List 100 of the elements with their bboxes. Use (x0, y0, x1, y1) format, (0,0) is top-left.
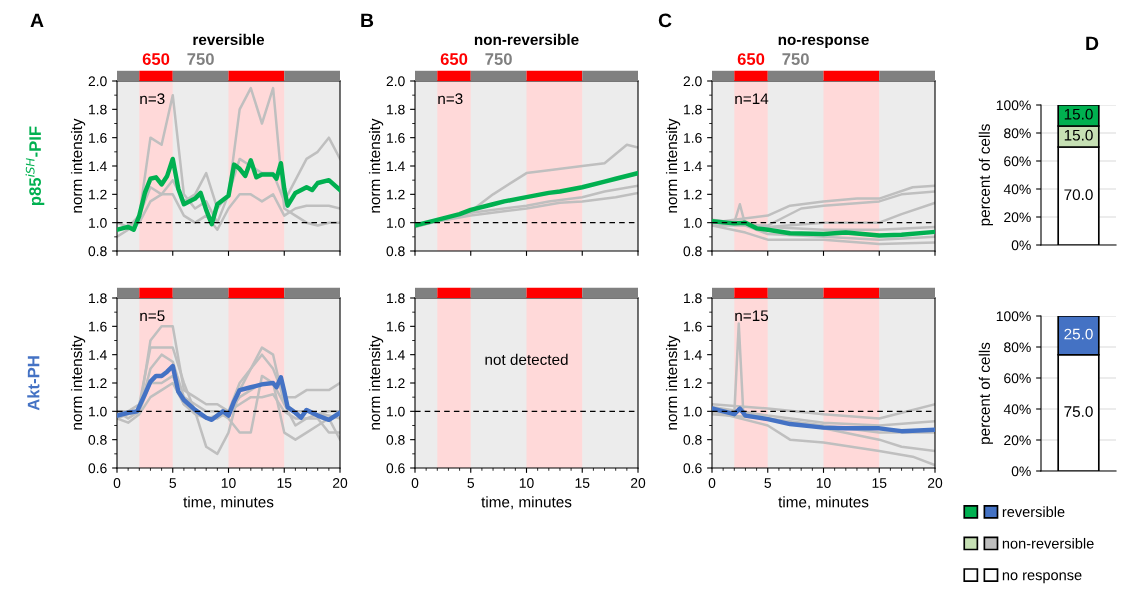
data-label: 15.0 (1064, 129, 1093, 141)
y-tick-label: 40% (1003, 184, 1031, 195)
y-tick-label: 0% (1011, 240, 1031, 251)
x-tick-label: 15 (872, 478, 887, 488)
data-label: 15.0 (1064, 108, 1093, 120)
band-label: 750 (782, 53, 809, 65)
y-tick-label: 1.0 (387, 218, 405, 228)
y-tick-label: 80% (1004, 128, 1031, 139)
y-tick-label: 0.8 (683, 246, 702, 257)
y-tick-label: 100% (996, 100, 1031, 111)
y-tick-label: 1.0 (387, 406, 405, 417)
annotation: n=15 (735, 310, 769, 322)
y-tick-label: 1.8 (387, 104, 405, 115)
x-tick-label: 0 (113, 478, 121, 488)
y-tick-label: 1.8 (684, 104, 702, 115)
data-label: 25.0 (1064, 328, 1093, 340)
chart-title: reversible (193, 33, 265, 46)
x-tick-label: 5 (764, 478, 772, 488)
x-tick-label: 20 (630, 478, 646, 488)
y-tick-label: 20% (1004, 212, 1031, 223)
y-tick-label: 1.2 (387, 189, 405, 200)
y-tick-label: 20% (1004, 435, 1031, 446)
y-tick-label: 1.2 (89, 378, 107, 389)
y-axis-title: percent of cells (978, 124, 993, 226)
text: D (1086, 36, 1099, 51)
y-tick-label: 1.6 (89, 321, 107, 332)
annotation: n=3 (140, 93, 165, 105)
text: Akt-PH (27, 356, 40, 411)
x-axis-title: time, minutes (778, 496, 869, 510)
y-tick-label: 1.6 (89, 133, 107, 143)
text: A (30, 13, 44, 28)
y-tick-label: 0.8 (683, 435, 702, 445)
y-tick-label: 0.8 (88, 246, 107, 257)
y-axis-title: percent of cells (978, 342, 993, 444)
y-tick-label: 1.6 (387, 133, 405, 143)
x-tick-label: 0 (411, 478, 419, 488)
y-tick-label: 60% (1004, 156, 1031, 167)
y-tick-label: 1.0 (89, 406, 107, 417)
x-tick-label: 5 (467, 478, 475, 488)
y-tick-label: 1.8 (89, 104, 107, 115)
y-tick-label: 2.0 (683, 76, 702, 87)
x-tick-label: 15 (277, 478, 292, 488)
y-tick-label: 1.2 (684, 189, 702, 200)
chart-title: non-reversible (474, 33, 579, 46)
y-tick-label: 0.6 (386, 463, 405, 474)
y-tick-label: 1.0 (89, 218, 107, 228)
y-tick-label: 1.6 (684, 133, 702, 143)
y-tick-label: 1.8 (89, 293, 107, 304)
y-tick-label: 1.4 (89, 161, 107, 172)
x-tick-label: 20 (927, 478, 943, 488)
y-tick-label: 40% (1003, 404, 1031, 415)
y-tick-label: 0.8 (386, 246, 405, 257)
y-tick-label: 0.6 (88, 463, 107, 474)
x-tick-label: 10 (816, 478, 831, 488)
y-tick-label: 1.0 (684, 218, 702, 228)
y-tick-label: 1.4 (684, 350, 702, 360)
y-tick-label: 100% (996, 311, 1031, 322)
y-tick-label: 1.8 (684, 293, 702, 304)
band-label: 750 (187, 53, 214, 65)
legend-label: non-reversible (1002, 537, 1094, 549)
x-tick-label: 15 (575, 478, 590, 488)
y-tick-label: 0% (1011, 466, 1031, 477)
y-axis-title: norm intensity (70, 118, 86, 213)
x-tick-label: 0 (708, 478, 716, 488)
annotation: n=3 (438, 93, 463, 105)
y-axis-title: norm intensity (70, 335, 86, 430)
annotation: n=14 (735, 93, 769, 104)
legend-label: no response (1002, 572, 1082, 584)
text: p85$^{iSH}$-PIF (25, 126, 45, 206)
y-tick-label: 1.6 (387, 321, 405, 332)
x-tick-label: 10 (221, 478, 236, 488)
y-tick-label: 1.6 (684, 321, 702, 332)
text: C (658, 13, 672, 28)
y-tick-label: 1.8 (387, 293, 405, 304)
x-tick-label: 10 (519, 478, 534, 488)
annotation: not detected (485, 353, 568, 365)
y-tick-label: 1.2 (387, 378, 405, 389)
y-tick-label: 1.2 (684, 378, 702, 389)
y-axis-title: norm intensity (665, 118, 681, 213)
x-tick-label: 20 (332, 478, 348, 488)
band-label: 650 (440, 53, 468, 65)
annotation: n=5 (140, 310, 165, 322)
y-tick-label: 1.2 (89, 189, 107, 200)
y-axis-title: norm intensity (665, 335, 681, 430)
y-tick-label: 2.0 (88, 76, 107, 87)
text: B (361, 13, 374, 28)
y-tick-label: 60% (1004, 373, 1031, 384)
y-tick-label: 0.8 (386, 435, 405, 445)
legend-label: reversible (1002, 506, 1065, 518)
y-tick-label: 1.4 (684, 161, 702, 172)
band-label: 650 (737, 53, 765, 65)
data-label: 75.0 (1064, 406, 1093, 417)
y-tick-label: 80% (1004, 342, 1031, 353)
y-tick-label: 1.0 (684, 406, 702, 417)
y-tick-label: 0.8 (88, 435, 107, 445)
x-axis-title: time, minutes (183, 496, 274, 510)
chart-title: no-response (778, 36, 869, 49)
y-axis-title: norm intensity (368, 118, 384, 213)
y-tick-label: 1.4 (387, 350, 405, 360)
data-label: 70.0 (1064, 189, 1093, 201)
